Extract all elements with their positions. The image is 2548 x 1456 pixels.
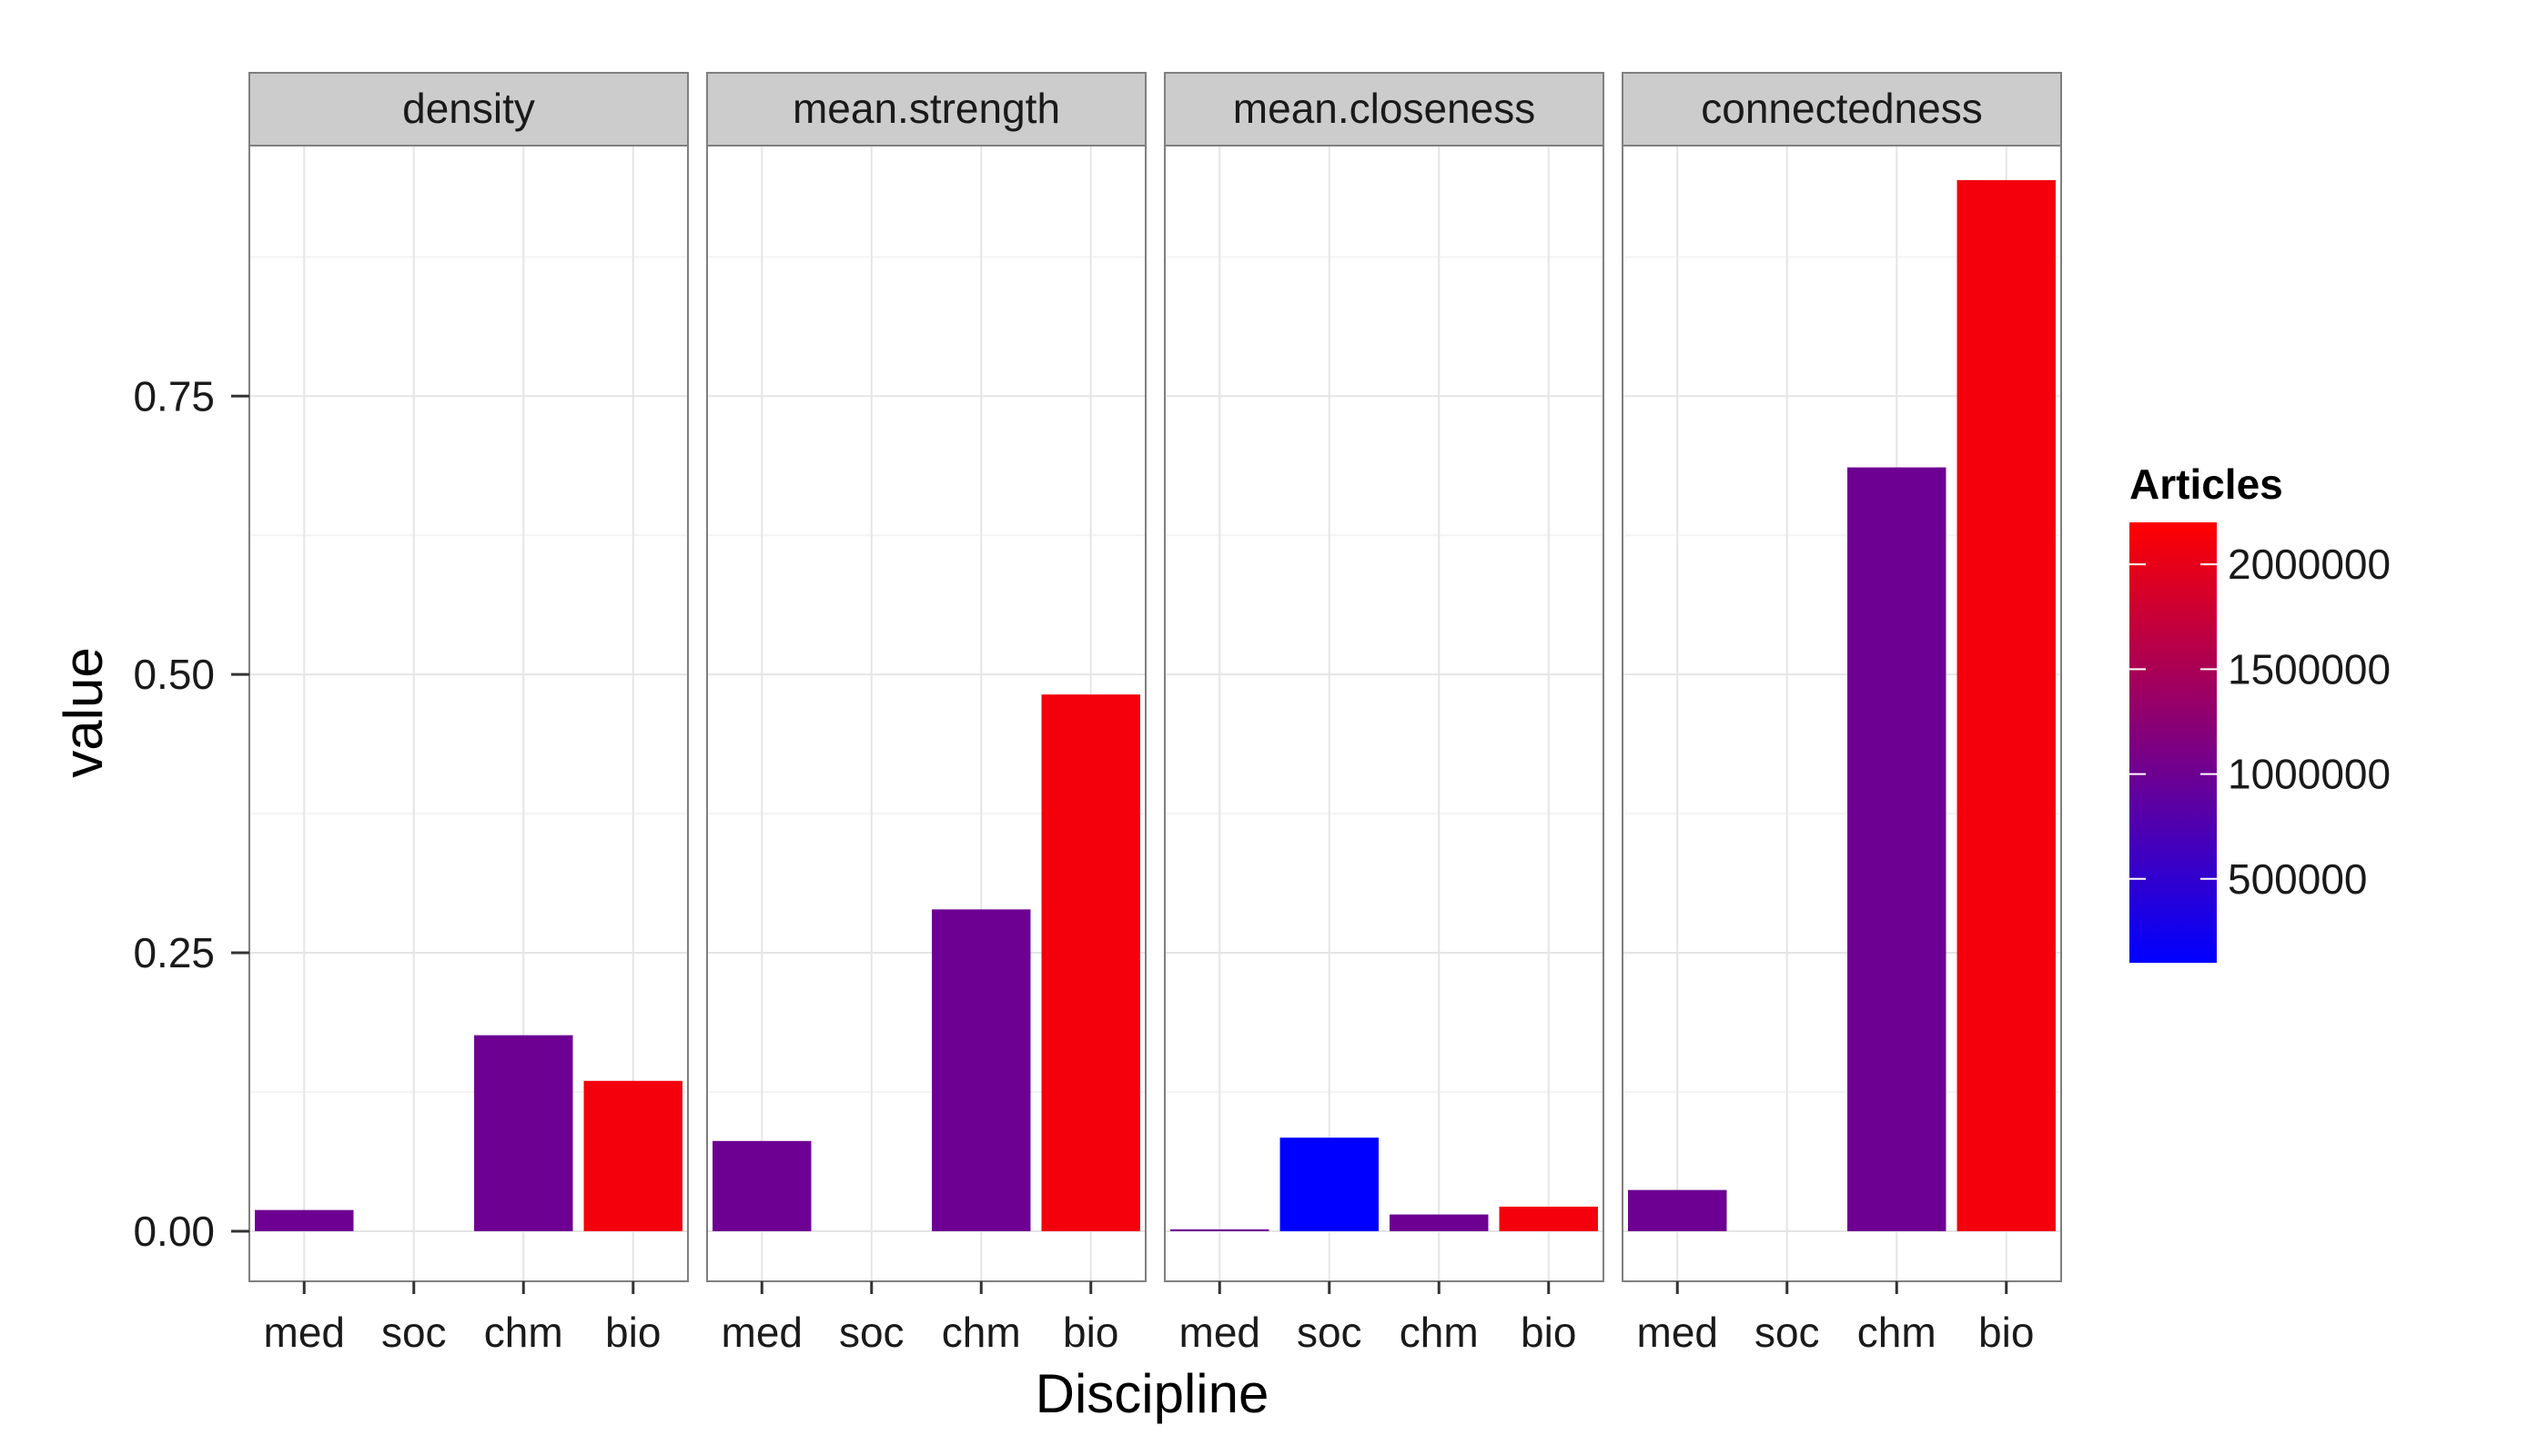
legend-label: 1000000	[2228, 751, 2391, 798]
bar-bio	[1041, 694, 1140, 1231]
panel-mean-closeness: mean.closeness med soc chm bio	[1164, 72, 1604, 1356]
y-tick-label: 0.00	[133, 1208, 215, 1255]
legend-label: 2000000	[2228, 541, 2391, 588]
panel-density: density med soc chm bio	[248, 72, 689, 1356]
x-tick-label: bio	[1978, 1309, 2034, 1356]
y-axis-title: value	[53, 647, 114, 777]
facet-strip	[248, 72, 689, 147]
y-axis: 0.00 0.25 0.50 0.75	[133, 372, 249, 1255]
x-axis-title: Discipline	[1036, 1363, 1269, 1424]
legend-title: Articles	[2129, 460, 2283, 508]
x-tick-label: chm	[1857, 1309, 1936, 1356]
bar-chm	[474, 1035, 573, 1231]
x-tick-label: bio	[1521, 1309, 1576, 1356]
facet-label: density	[402, 85, 535, 132]
x-tick-label: soc	[381, 1309, 447, 1356]
y-tick-label: 0.50	[133, 651, 215, 698]
panel-background	[1165, 146, 1603, 1281]
bar-bio	[1956, 179, 2056, 1231]
facet-label: connectedness	[1701, 85, 1982, 132]
panel-mean-strength: mean.strength med soc chm bio	[706, 72, 1147, 1356]
bar-med	[1170, 1228, 1269, 1231]
y-tick-label: 0.75	[133, 372, 215, 420]
x-tick-label: chm	[484, 1309, 563, 1356]
x-tick-label: soc	[1297, 1309, 1362, 1356]
x-tick-label: bio	[605, 1309, 661, 1356]
bar-med	[255, 1209, 354, 1231]
bar-bio	[583, 1080, 682, 1231]
bar-bio	[1499, 1207, 1598, 1231]
bar-med	[1628, 1189, 1727, 1231]
x-tick-label: med	[1179, 1309, 1260, 1356]
panel-border	[706, 145, 1147, 1282]
bar-med	[713, 1140, 812, 1231]
bar-chm	[1847, 467, 1946, 1231]
x-tick-label: soc	[1754, 1309, 1820, 1356]
panel-border	[248, 145, 689, 1282]
bar-soc	[1279, 1138, 1379, 1231]
x-tick-label: soc	[839, 1309, 905, 1356]
legend-colorbar	[2129, 522, 2217, 963]
legend-label: 500000	[2228, 855, 2368, 903]
panel-border	[1622, 145, 2062, 1282]
color-legend: Articles 2000000 1500000 1000000 500000	[2129, 460, 2391, 963]
x-tick-label: med	[264, 1309, 345, 1356]
x-tick-label: bio	[1063, 1309, 1118, 1356]
legend-ticks: 2000000 1500000 1000000 500000	[2129, 541, 2391, 903]
bar-chm	[932, 909, 1031, 1231]
legend-label: 1500000	[2228, 645, 2391, 693]
x-tick-label: med	[1637, 1309, 1718, 1356]
panel-border	[1164, 145, 1604, 1282]
facet-label: mean.closeness	[1233, 85, 1535, 132]
bar-chm	[1390, 1214, 1489, 1231]
panel-connectedness: connectedness med soc chm bio	[1622, 72, 2062, 1356]
facet-strip	[1622, 72, 2062, 147]
facet-strip	[1164, 72, 1604, 147]
x-tick-label: chm	[1400, 1309, 1479, 1356]
y-tick-label: 0.25	[133, 929, 215, 976]
x-tick-label: med	[722, 1309, 803, 1356]
facet-label: mean.strength	[793, 85, 1060, 132]
x-tick-label: chm	[942, 1309, 1021, 1356]
